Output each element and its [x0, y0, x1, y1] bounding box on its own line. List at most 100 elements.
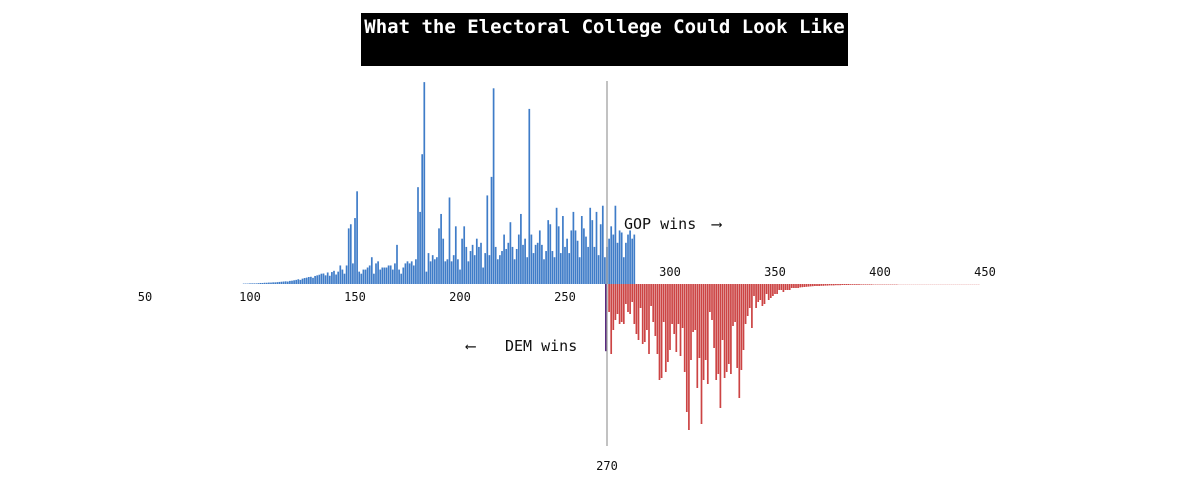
- dem-bar: [490, 176, 493, 284]
- x-tick-label: 400: [869, 265, 891, 279]
- gop-bar: [824, 284, 827, 286]
- dem-bar: [402, 267, 405, 284]
- gop-bar: [660, 284, 663, 378]
- dem-bar: [501, 251, 503, 284]
- gop-bar: [856, 284, 858, 285]
- gop-bar: [740, 284, 743, 370]
- dem-bar: [515, 248, 518, 284]
- dem-bar: [394, 263, 396, 284]
- dem-bar: [482, 267, 484, 284]
- gop-bar: [822, 284, 825, 286]
- dem-bar: [484, 253, 487, 284]
- gop-bar: [650, 284, 652, 306]
- gop-bar: [839, 284, 841, 286]
- gop-bar: [868, 284, 871, 285]
- dem-bar: [280, 281, 283, 284]
- gop-bar: [811, 284, 814, 287]
- gop-bar: [835, 284, 837, 286]
- gop-bar: [828, 284, 831, 286]
- dem-bar: [354, 218, 356, 284]
- dem-bar: [322, 273, 325, 284]
- dem-bar: [419, 211, 421, 284]
- gop-bar: [837, 284, 839, 286]
- dem-bar: [503, 234, 505, 284]
- dem-bar: [305, 277, 308, 284]
- dem-bar: [341, 269, 344, 284]
- gop-bar: [618, 284, 621, 324]
- gop-bar: [761, 284, 764, 306]
- dem-bar: [465, 246, 468, 284]
- dem-bar: [509, 222, 512, 284]
- dem-bar: [564, 246, 566, 284]
- gop-bar: [641, 284, 644, 344]
- dem-bar: [528, 108, 531, 285]
- gop-bar: [616, 284, 619, 314]
- dem-bar: [364, 269, 367, 284]
- dem-bar: [440, 213, 442, 284]
- x-tick-label: 50: [138, 290, 152, 304]
- dem-bar: [421, 154, 424, 284]
- dem-bar: [362, 269, 365, 284]
- dem-bar: [478, 246, 480, 284]
- dem-wins-annotation: DEM wins: [505, 337, 577, 355]
- dem-bar: [448, 197, 451, 284]
- dem-tick-labels: 50 100 150 200 250: [138, 290, 576, 304]
- dem-bar: [524, 238, 526, 284]
- dem-bar: [454, 226, 457, 284]
- gop-bar: [751, 284, 753, 328]
- gop-bar: [843, 284, 846, 285]
- gop-bar: [608, 284, 610, 312]
- dem-bar: [467, 261, 470, 284]
- gop-bar: [820, 284, 823, 286]
- gop-bar: [778, 284, 781, 290]
- gop-bar: [709, 284, 711, 312]
- gop-bar: [845, 284, 848, 285]
- dem-bar: [559, 253, 562, 284]
- gop-bar: [671, 284, 673, 324]
- gop-bar: [627, 284, 629, 312]
- gop-bar: [864, 284, 867, 285]
- dem-bar: [562, 216, 564, 284]
- x-tick-label: 350: [764, 265, 786, 279]
- gop-bar: [700, 284, 703, 424]
- gop-bar: [631, 284, 634, 302]
- gop-bar: [698, 284, 701, 358]
- right-arrow-icon: ⟶: [711, 215, 722, 233]
- dem-bar: [274, 282, 277, 284]
- dem-bar: [633, 234, 636, 284]
- dem-bar: [366, 267, 369, 284]
- dem-bar: [614, 205, 617, 284]
- dem-bar: [389, 265, 392, 284]
- gop-bar: [816, 284, 818, 286]
- gop-bar: [719, 284, 722, 408]
- dem-bar: [343, 273, 346, 284]
- dem-bar: [444, 261, 447, 284]
- gop-bar: [723, 284, 726, 378]
- dem-bar: [379, 269, 382, 284]
- dem-bar: [261, 282, 264, 284]
- gop-bar: [803, 284, 806, 287]
- dem-bar: [417, 187, 419, 284]
- gop-bar: [643, 284, 646, 342]
- threshold-label: 270: [596, 459, 618, 473]
- gop-bar: [652, 284, 655, 322]
- dem-bar: [328, 275, 331, 284]
- gop-bar: [677, 284, 680, 324]
- dem-bar: [347, 228, 350, 284]
- dem-bar: [547, 220, 550, 284]
- gop-bar: [692, 284, 694, 332]
- dem-bar: [427, 253, 430, 284]
- gop-bar: [620, 284, 623, 322]
- dem-bar: [438, 228, 440, 284]
- dem-bar: [538, 230, 541, 284]
- dem-bar: [310, 276, 312, 284]
- gop-bar: [639, 284, 642, 308]
- dem-bar: [494, 246, 497, 284]
- gop-bar: [763, 284, 766, 304]
- gop-bar: [658, 284, 661, 380]
- dem-bar: [599, 224, 602, 284]
- dem-bar: [513, 259, 516, 284]
- dem-bar: [282, 281, 285, 284]
- dem-bar: [580, 216, 583, 284]
- dem-bar: [545, 251, 547, 284]
